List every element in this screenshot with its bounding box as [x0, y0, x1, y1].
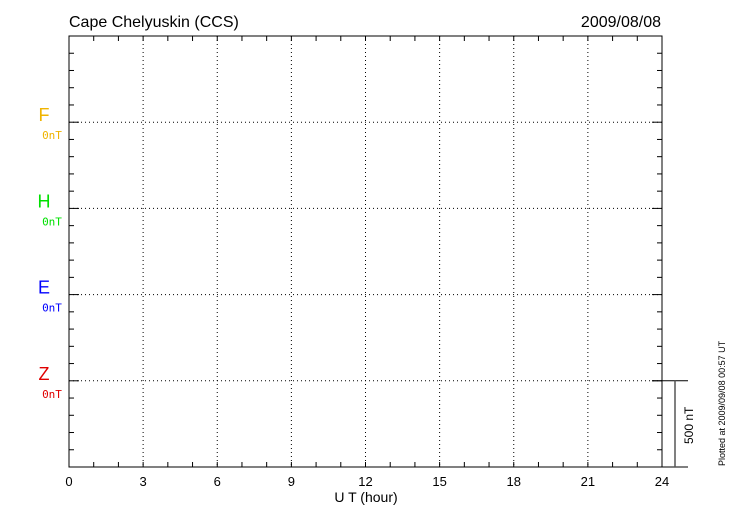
- baseline-label-H: 0nT: [42, 215, 62, 228]
- scale-bar-label: 500 nT: [682, 406, 696, 444]
- x-tick-label: 24: [655, 474, 669, 489]
- chart-date: 2009/08/08: [581, 14, 661, 31]
- x-tick-label: 3: [140, 474, 147, 489]
- x-tick-label: 15: [432, 474, 446, 489]
- component-label-E: E: [38, 278, 50, 298]
- x-tick-label: 18: [507, 474, 521, 489]
- x-tick-label: 21: [581, 474, 595, 489]
- plotted-at-footer: Plotted at 2009/09/08 00:57 UT: [717, 340, 727, 466]
- baseline-label-F: 0nT: [42, 129, 62, 142]
- component-label-F: F: [39, 105, 50, 125]
- component-label-Z: Z: [39, 364, 50, 384]
- x-axis-label: U T (hour): [334, 489, 397, 505]
- baseline-label-Z: 0nT: [42, 388, 62, 401]
- component-label-H: H: [38, 191, 51, 211]
- x-tick-label: 6: [214, 474, 221, 489]
- x-tick-label: 0: [65, 474, 72, 489]
- x-tick-label: 12: [358, 474, 372, 489]
- baseline-label-E: 0nT: [42, 302, 62, 315]
- chart-title: Cape Chelyuskin (CCS): [69, 14, 239, 31]
- x-tick-label: 9: [288, 474, 295, 489]
